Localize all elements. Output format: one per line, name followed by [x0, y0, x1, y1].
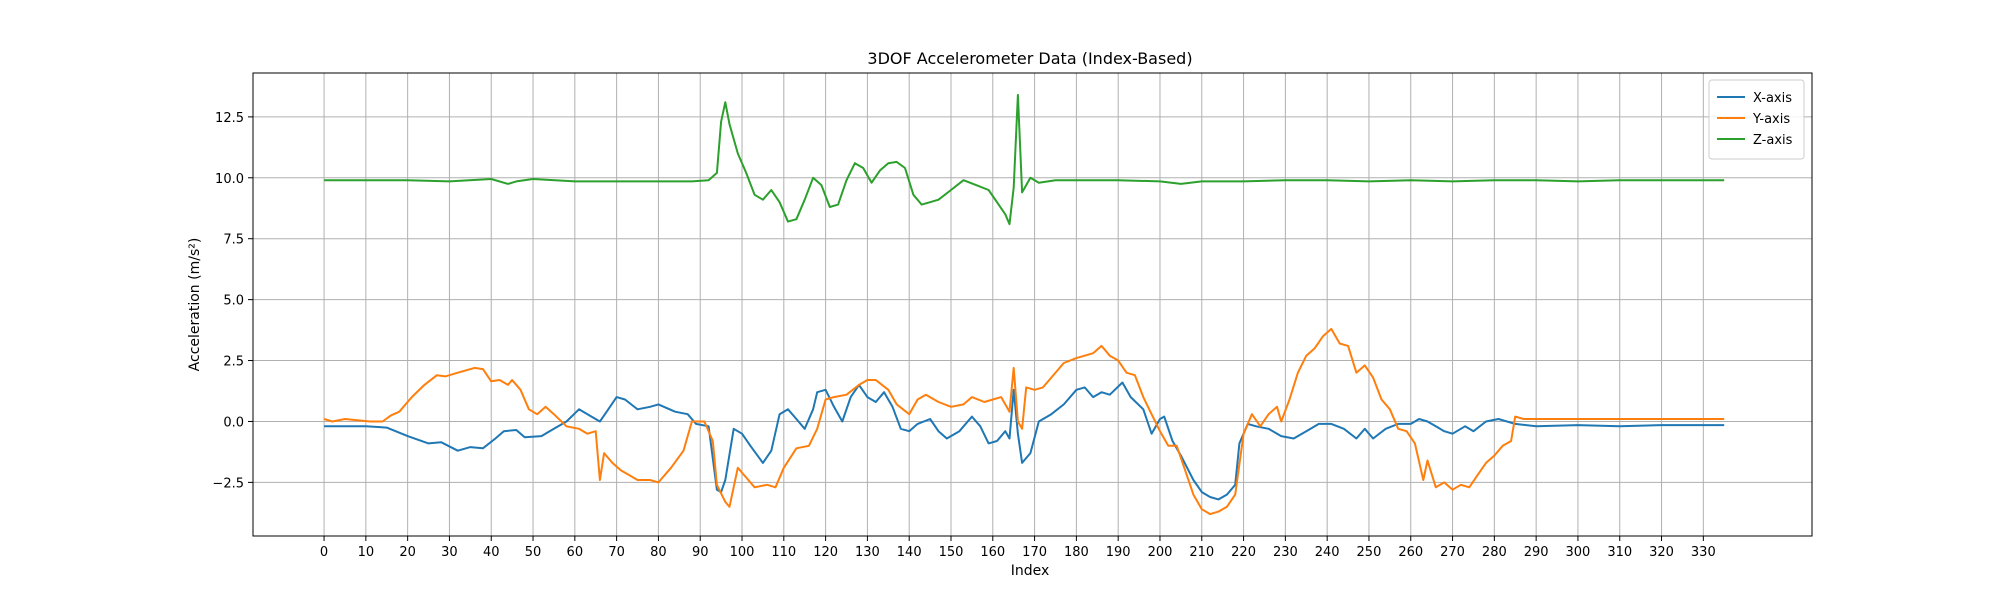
x-tick-label: 40: [483, 545, 500, 560]
series-line-z-axis: [324, 93, 1725, 226]
x-tick-label: 0: [320, 545, 328, 560]
x-tick-label: 280: [1482, 545, 1507, 560]
plot-area-frame: [252, 72, 1813, 537]
series-layer: [323, 93, 1725, 516]
legend: X-axis Y-axis Z-axis: [1708, 79, 1805, 160]
x-tick-label: 150: [939, 545, 964, 560]
x-tick-label: 180: [1064, 545, 1089, 560]
x-tick-label: 70: [608, 545, 625, 560]
x-tick-label: 240: [1315, 545, 1340, 560]
x-axis-label: Index: [1011, 563, 1050, 579]
x-tick-label: 50: [525, 545, 542, 560]
x-tick-label: 170: [1022, 545, 1047, 560]
x-tick-label: 290: [1524, 545, 1549, 560]
x-tick-label: 110: [771, 545, 796, 560]
x-tick-label: 60: [567, 545, 584, 560]
x-tick-label: 190: [1106, 545, 1131, 560]
x-tick-label: 250: [1357, 545, 1382, 560]
series-line-x-axis: [324, 381, 1725, 501]
x-tick-label: 270: [1440, 545, 1465, 560]
y-tick-label: 0.0: [223, 415, 244, 430]
x-tick-label: 90: [692, 545, 709, 560]
legend-label-y-axis: Y-axis: [1752, 112, 1790, 127]
y-tick-label: 12.5: [215, 111, 244, 126]
x-tick-label: 260: [1398, 545, 1423, 560]
x-tick-label: 200: [1148, 545, 1173, 560]
x-tick-label: 320: [1649, 545, 1674, 560]
x-tick-label: 310: [1607, 545, 1632, 560]
y-tick-label: 2.5: [223, 355, 244, 370]
y-tick-label: 10.0: [215, 172, 244, 187]
legend-label-z-axis: Z-axis: [1753, 133, 1793, 148]
x-tick-label: 330: [1691, 545, 1716, 560]
axis-ticks: 0 10 20 30 40 50 60 70 80 90 100 110 120 130 140 150 160…: [212, 111, 1715, 560]
y-tick-label: 5.0: [223, 294, 244, 309]
x-tick-label: 300: [1566, 545, 1591, 560]
x-tick-label: 230: [1273, 545, 1298, 560]
x-tick-label: 140: [897, 545, 922, 560]
x-tick-label: 20: [399, 545, 416, 560]
legend-label-x-axis: X-axis: [1753, 91, 1792, 106]
x-tick-label: 30: [441, 545, 458, 560]
series-line-y-axis: [323, 327, 1725, 516]
y-tick-label: 7.5: [223, 233, 244, 248]
x-tick-label: 100: [730, 545, 755, 560]
chart-title: 3DOF Accelerometer Data (Index-Based): [867, 49, 1192, 68]
x-tick-label: 130: [855, 545, 880, 560]
y-axis-label: Acceleration (m/s²): [187, 238, 203, 372]
x-tick-label: 210: [1189, 545, 1214, 560]
x-tick-label: 80: [650, 545, 667, 560]
y-tick-label: −2.5: [212, 476, 244, 491]
x-tick-label: 220: [1231, 545, 1256, 560]
x-tick-label: 10: [358, 545, 375, 560]
x-tick-label: 120: [813, 545, 838, 560]
x-tick-label: 160: [980, 545, 1005, 560]
grid-lines: [253, 73, 1812, 536]
